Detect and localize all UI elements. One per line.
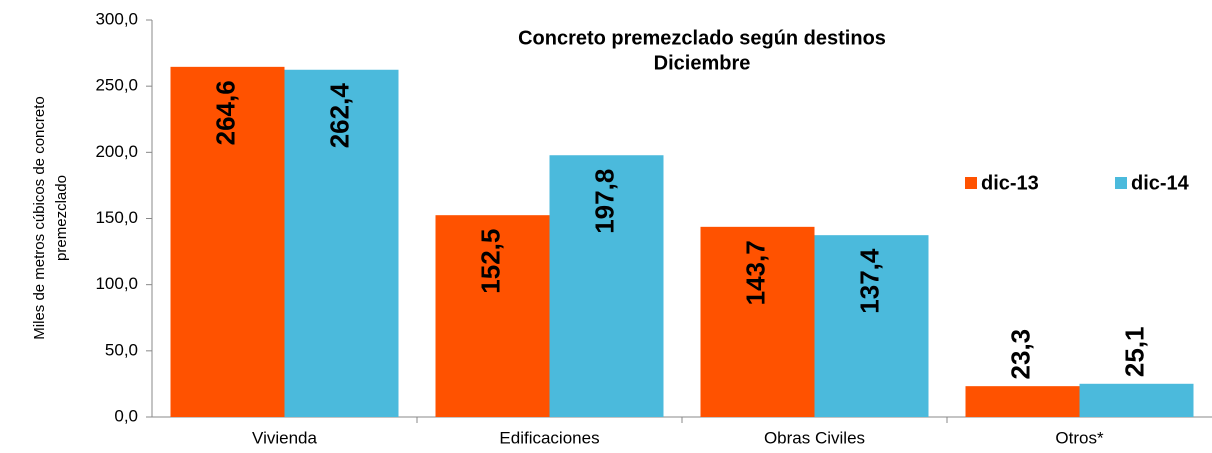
- bar: [284, 69, 399, 418]
- y-axis-title: premezclado: [53, 175, 70, 261]
- chart-subtitle: Diciembre: [654, 52, 751, 74]
- legend-swatch: [1115, 177, 1127, 189]
- bar: [549, 155, 664, 417]
- bar: [965, 386, 1080, 417]
- x-tick-label: Vivienda: [252, 428, 317, 447]
- value-label: 23,3: [1005, 329, 1035, 380]
- value-label: 143,7: [740, 240, 770, 305]
- y-tick-label: 200,0: [95, 142, 138, 161]
- bar: [435, 215, 550, 417]
- x-tick-label: Edificaciones: [499, 428, 599, 447]
- y-tick-label: 250,0: [95, 76, 138, 95]
- bar: [814, 235, 929, 417]
- value-label: 25,1: [1119, 326, 1149, 377]
- legend-label: dic-13: [981, 172, 1039, 194]
- value-label: 152,5: [475, 229, 505, 294]
- legend-swatch: [965, 177, 977, 189]
- bar: [1079, 383, 1194, 417]
- legend-label: dic-14: [1131, 172, 1190, 194]
- y-tick-label: 100,0: [95, 274, 138, 293]
- y-tick-label: 0,0: [114, 406, 138, 425]
- value-label: 197,8: [589, 169, 619, 234]
- chart-title: Concreto premezclado según destinos: [518, 27, 886, 49]
- y-tick-label: 50,0: [105, 340, 138, 359]
- bar: [700, 226, 815, 417]
- y-tick-label: 150,0: [95, 208, 138, 227]
- y-axis-title: Miles de metros cúbicos de concreto: [31, 96, 48, 339]
- value-label: 137,4: [854, 248, 884, 314]
- y-tick-label: 300,0: [95, 9, 138, 28]
- x-tick-label: Obras Civiles: [764, 428, 865, 447]
- value-label: 262,4: [324, 83, 354, 149]
- value-label: 264,6: [210, 80, 240, 145]
- bar: [170, 66, 285, 417]
- x-tick-label: Otros*: [1055, 428, 1104, 447]
